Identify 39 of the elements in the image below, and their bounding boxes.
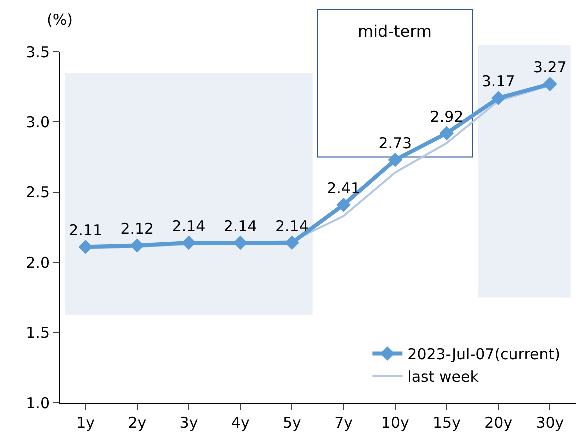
y-tick-label: 2.5: [26, 184, 50, 202]
x-tick-label: 4y: [231, 414, 250, 432]
x-tick-label: 15y: [433, 414, 462, 432]
point: [285, 236, 300, 250]
x-tick-label: 7y: [334, 414, 354, 432]
point: [182, 236, 196, 250]
y-tick-label: 1.5: [26, 324, 50, 342]
point: [388, 152, 403, 168]
x-tick-label: 3y: [180, 414, 198, 432]
data-label: 3.27: [533, 58, 567, 77]
point: [78, 240, 93, 254]
x-tick-label: 20y: [484, 414, 513, 432]
data-label: 2.14: [172, 217, 206, 236]
data-label: 2.14: [275, 217, 309, 236]
legend-label: last week: [408, 368, 480, 386]
y-tick-label: 3.0: [26, 113, 50, 132]
y-tick-label: 3.5: [26, 43, 50, 62]
text: mid-term: [358, 22, 432, 41]
data-label: 2.92: [430, 108, 464, 126]
data-label: 3.17: [482, 72, 516, 91]
data-label: 2.14: [224, 217, 258, 236]
y-tick-label: 2.0: [26, 254, 50, 272]
x-tick-label: 10y: [381, 414, 410, 432]
data-label: 2.73: [378, 134, 412, 152]
data-label: 2.41: [327, 179, 361, 198]
data-label: 2.11: [69, 222, 103, 240]
x-tick-label: 30y: [536, 414, 564, 432]
x-tick-label: 2y: [128, 414, 147, 432]
y-tick-label: 1.0: [26, 394, 50, 412]
data-label: 2.12: [120, 220, 154, 238]
point: [336, 198, 351, 212]
x-tick-label: 1y: [76, 414, 96, 432]
point: [130, 238, 145, 253]
point: [491, 91, 506, 106]
x-tick-label: 5y: [282, 414, 302, 432]
legend-label: 2023-Jul-07(current): [408, 346, 561, 364]
y-axis-title: (%): [47, 11, 73, 29]
point: [440, 126, 454, 141]
point: [543, 77, 558, 92]
